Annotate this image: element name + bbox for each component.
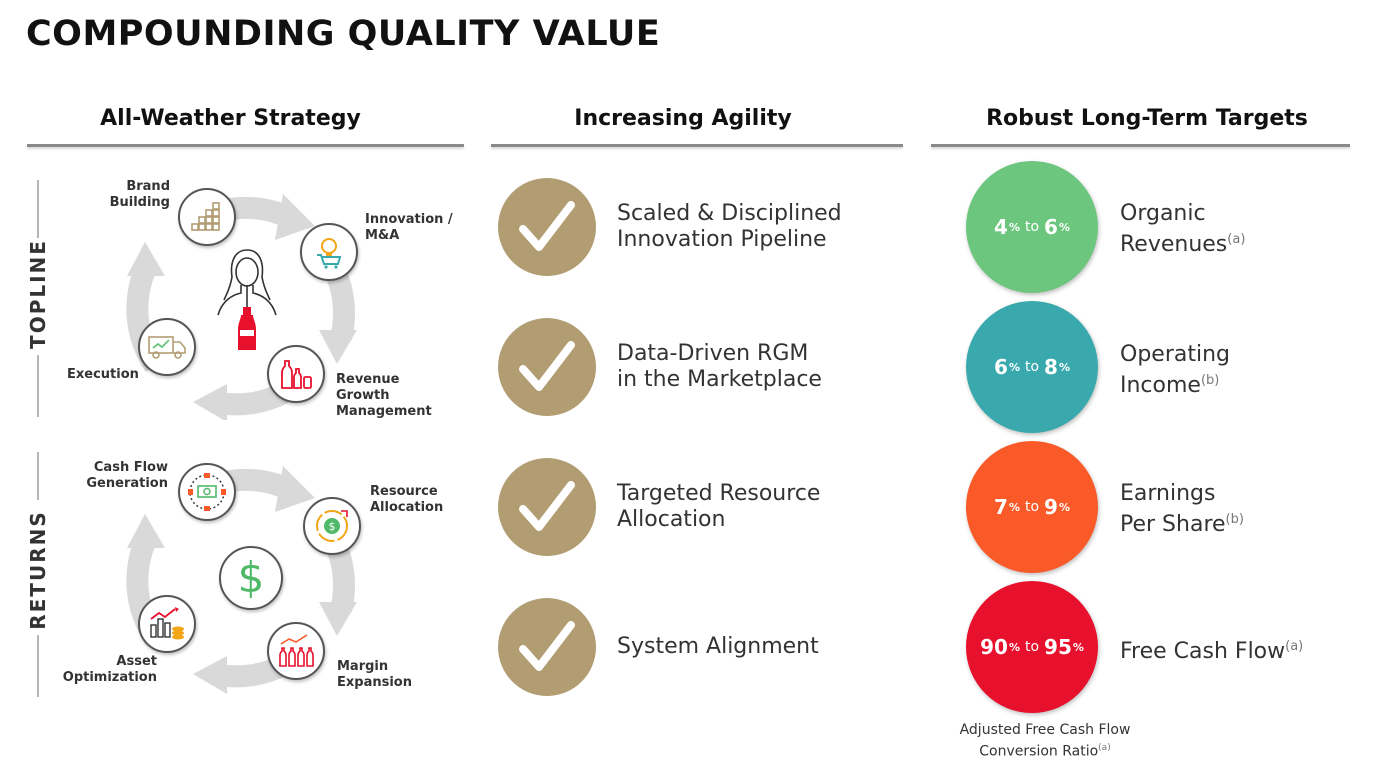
target-circle-eps: 7% to 9% (966, 441, 1098, 573)
target-label-free-cash-flow: Free Cash Flow(a) (1120, 639, 1304, 664)
divider-targets (931, 144, 1350, 147)
brand-building-label: Brand Building (109, 179, 170, 210)
target-circle-free-cash-flow: 90% to 95% (966, 581, 1098, 713)
page-title: COMPOUNDING QUALITY VALUE (26, 14, 661, 54)
dollar-center-icon: $ (219, 546, 283, 610)
rgm-label: Revenue Growth Management (336, 372, 432, 419)
innovation-label: Innovation / M&A (365, 212, 453, 243)
check-icon (498, 458, 596, 556)
check-icon (498, 598, 596, 696)
rgm-bottles-icon (267, 345, 325, 403)
cash-flow-label: Cash Flow Generation (86, 460, 168, 491)
check-icon (498, 318, 596, 416)
asset-optimization-label: Asset Optimization (62, 654, 157, 685)
agility-item: Data-Driven RGM in the Marketplace (617, 341, 822, 392)
column-header-targets: Robust Long-Term Targets (986, 106, 1308, 131)
cash-flow-icon (178, 463, 236, 521)
topline-rule-top (37, 180, 39, 238)
target-label-operating-income: Operating Income(b) (1120, 342, 1230, 398)
brand-building-icon (178, 188, 236, 246)
execution-truck-icon (138, 318, 196, 376)
resource-allocation-icon: $ (303, 497, 361, 555)
column-header-strategy: All-Weather Strategy (100, 106, 361, 131)
target-label-organic-revenues: Organic Revenues(a) (1120, 201, 1246, 257)
asset-optimization-icon (138, 595, 196, 653)
returns-rule-bottom (37, 635, 39, 697)
agility-item: Scaled & Disciplined Innovation Pipeline (617, 201, 842, 252)
margin-expansion-label: Margin Expansion (337, 659, 412, 690)
divider-strategy (27, 144, 464, 147)
column-header-agility: Increasing Agility (574, 106, 792, 131)
execution-label: Execution (67, 367, 139, 382)
woman-drinking-icon (217, 249, 277, 350)
margin-expansion-icon (267, 622, 325, 680)
topline-rule-bottom (37, 355, 39, 417)
resource-allocation-label: Resource Allocation (370, 484, 444, 515)
agility-item: Targeted Resource Allocation (617, 481, 821, 532)
returns-label: RETURNS (26, 510, 50, 630)
topline-label: TOPLINE (26, 239, 50, 349)
svg-text:$: $ (329, 520, 336, 533)
check-icon (498, 178, 596, 276)
innovation-icon (300, 223, 358, 281)
agility-item: System Alignment (617, 634, 819, 659)
footnote: Adjusted Free Cash Flow Conversion Ratio… (959, 722, 1131, 760)
target-circle-operating-income: 6% to 8% (966, 301, 1098, 433)
divider-agility (491, 144, 903, 147)
target-circle-organic-revenues: 4% to 6% (966, 161, 1098, 293)
target-label-eps: Earnings Per Share(b) (1120, 481, 1244, 537)
returns-rule-top (37, 452, 39, 500)
